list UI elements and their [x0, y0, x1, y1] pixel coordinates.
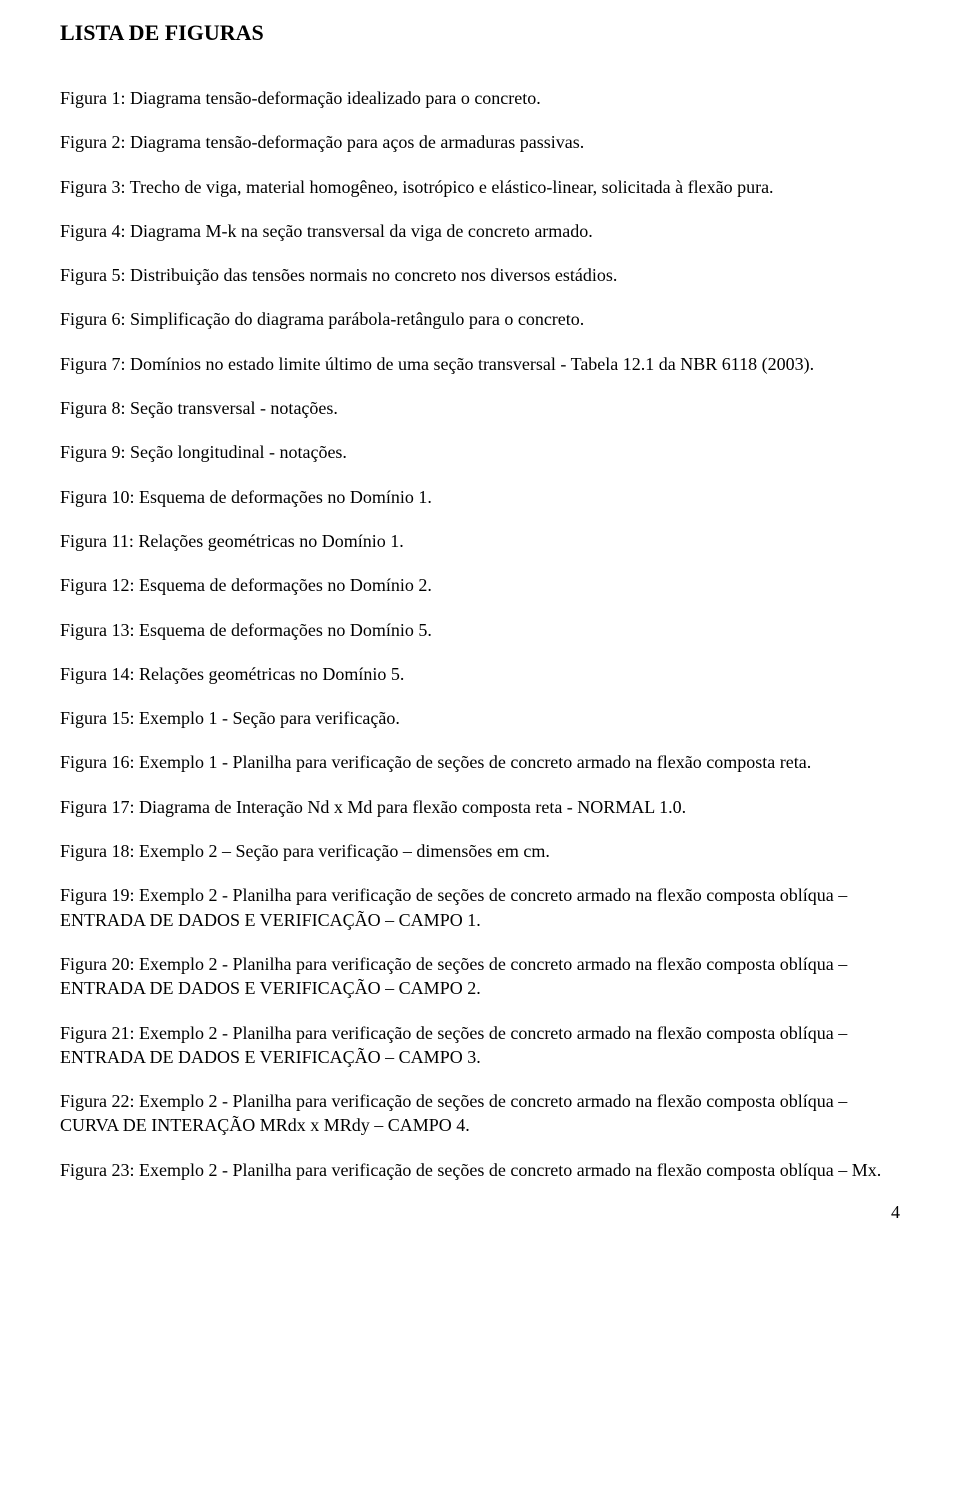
- figure-entry: Figura 13: Esquema de deformações no Dom…: [60, 618, 900, 642]
- figure-entry: Figura 1: Diagrama tensão-deformação ide…: [60, 86, 900, 110]
- figure-entry: Figura 6: Simplificação do diagrama pará…: [60, 307, 900, 331]
- figure-entry: Figura 8: Seção transversal - notações.: [60, 396, 900, 420]
- figure-entry: Figura 18: Exemplo 2 – Seção para verifi…: [60, 839, 900, 863]
- figure-entry: Figura 17: Diagrama de Interação Nd x Md…: [60, 795, 900, 819]
- figure-entry: Figura 19: Exemplo 2 - Planilha para ver…: [60, 883, 900, 932]
- figure-entry: Figura 16: Exemplo 1 - Planilha para ver…: [60, 750, 900, 774]
- figure-entry: Figura 11: Relações geométricas no Domín…: [60, 529, 900, 553]
- figure-entry: Figura 9: Seção longitudinal - notações.: [60, 440, 900, 464]
- figure-entry: Figura 5: Distribuição das tensões norma…: [60, 263, 900, 287]
- list-of-figures-heading: LISTA DE FIGURAS: [60, 20, 900, 46]
- figures-list: Figura 1: Diagrama tensão-deformação ide…: [60, 86, 900, 1182]
- figure-entry: Figura 10: Esquema de deformações no Dom…: [60, 485, 900, 509]
- page-number: 4: [60, 1202, 900, 1223]
- figure-entry: Figura 21: Exemplo 2 - Planilha para ver…: [60, 1021, 900, 1070]
- figure-entry: Figura 20: Exemplo 2 - Planilha para ver…: [60, 952, 900, 1001]
- figure-entry: Figura 12: Esquema de deformações no Dom…: [60, 573, 900, 597]
- figure-entry: Figura 22: Exemplo 2 - Planilha para ver…: [60, 1089, 900, 1138]
- figure-entry: Figura 4: Diagrama M-k na seção transver…: [60, 219, 900, 243]
- figure-entry: Figura 2: Diagrama tensão-deformação par…: [60, 130, 900, 154]
- figure-entry: Figura 15: Exemplo 1 - Seção para verifi…: [60, 706, 900, 730]
- figure-entry: Figura 3: Trecho de viga, material homog…: [60, 175, 900, 199]
- figure-entry: Figura 14: Relações geométricas no Domín…: [60, 662, 900, 686]
- figure-entry: Figura 23: Exemplo 2 - Planilha para ver…: [60, 1158, 900, 1182]
- figure-entry: Figura 7: Domínios no estado limite últi…: [60, 352, 900, 376]
